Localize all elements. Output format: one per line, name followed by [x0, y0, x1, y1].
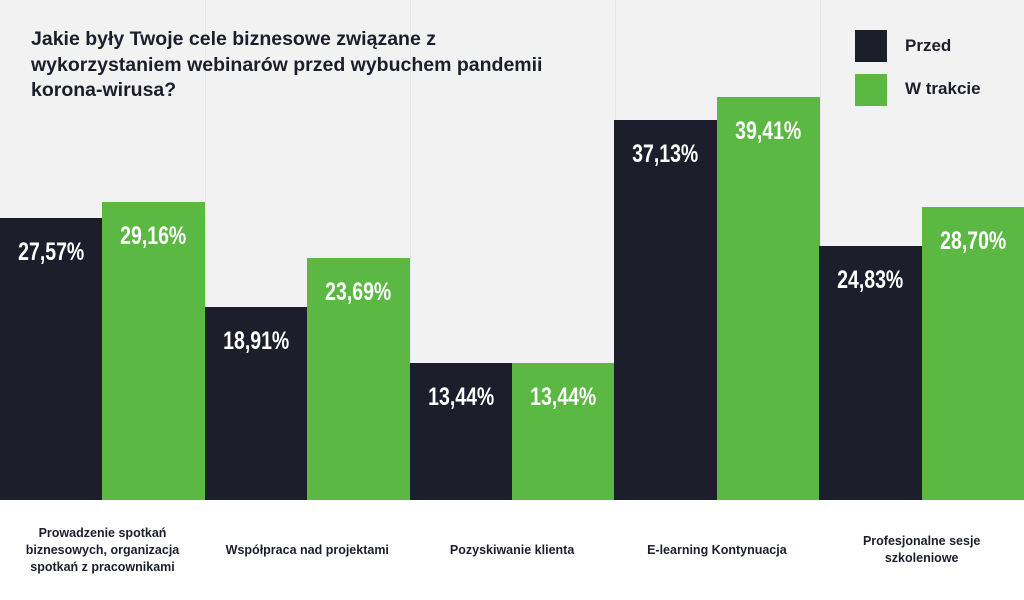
- category-label: Prowadzenie spotkań biznesowych, organiz…: [25, 525, 180, 574]
- category-label: Profesjonalne sesje szkoleniowe: [862, 534, 981, 565]
- bar-w-trakcie: [307, 257, 411, 500]
- data-label: 23,69%: [325, 277, 392, 306]
- data-label: 18,91%: [222, 326, 290, 355]
- category-label: Pozyskiwanie klienta: [449, 542, 575, 557]
- gridline: [205, 0, 206, 500]
- bar-w-trakcie: [716, 97, 820, 500]
- chart-title: Jakie były Twoje cele biznesowe związane…: [31, 28, 543, 101]
- category-label: E-learning Kontynuacja: [647, 542, 787, 557]
- bar-w-trakcie: [102, 201, 206, 500]
- bar-przed: [614, 120, 718, 500]
- data-label: 39,41%: [734, 117, 802, 146]
- data-label: 24,83%: [837, 266, 904, 295]
- data-label: 27,57%: [18, 238, 85, 267]
- legend-swatch-przed: [855, 30, 887, 62]
- data-label: 28,70%: [939, 226, 1006, 255]
- gridline: [410, 0, 411, 500]
- data-label: 13,44%: [427, 382, 494, 411]
- bar-przed: [204, 306, 308, 500]
- category-label: Współpraca nad projektami: [225, 542, 389, 557]
- bar-w-trakcie: [512, 362, 615, 500]
- legend-label-przed: Przed: [905, 36, 952, 55]
- legend-label-w-trakcie: W trakcie: [905, 79, 981, 98]
- data-label: 37,13%: [632, 140, 699, 169]
- bar-przed: [0, 218, 103, 500]
- bar-przed: [819, 246, 923, 500]
- data-label: 13,44%: [530, 382, 597, 411]
- bar-przed: [409, 362, 513, 500]
- legend-swatch-w-trakcie: [855, 74, 887, 106]
- data-label: 29,16%: [120, 221, 187, 250]
- bar-w-trakcie: [921, 206, 1024, 500]
